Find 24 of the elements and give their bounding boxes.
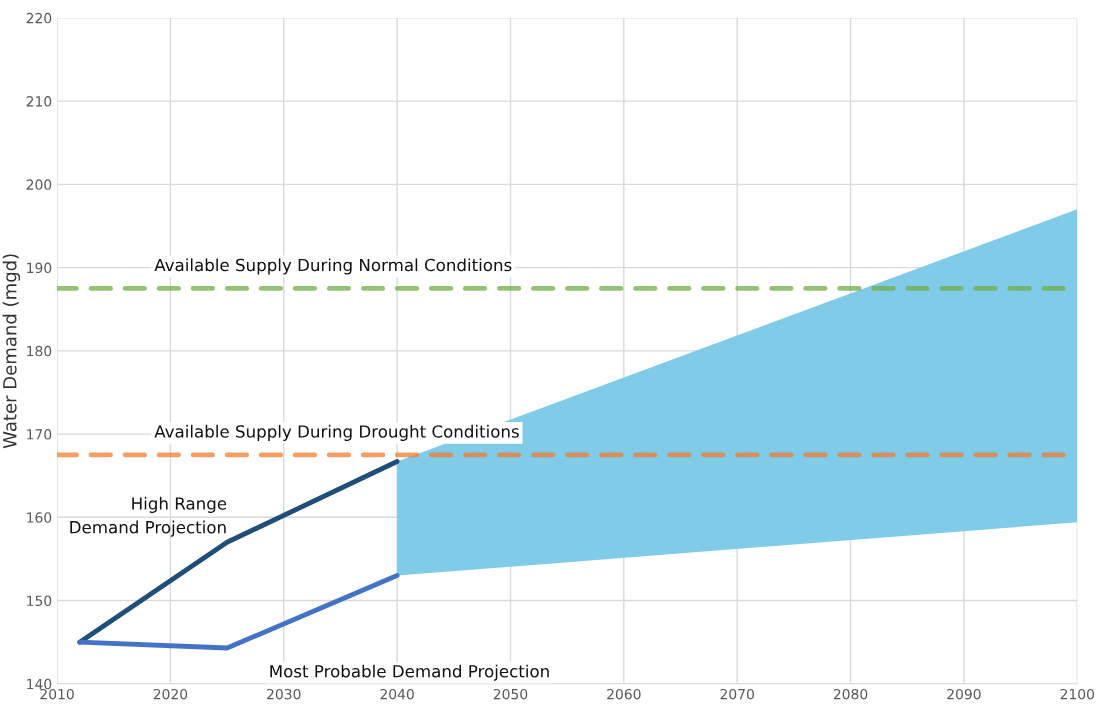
y-tick-label: 140 <box>27 678 52 690</box>
y-tick-label: 180 <box>27 345 52 357</box>
x-tick-label: 2020 <box>153 688 188 700</box>
ref-line-label: Available Supply During Drought Conditions <box>154 424 519 441</box>
x-tick-label: 2090 <box>947 688 981 700</box>
x-tick-label: 2050 <box>493 688 528 700</box>
y-tick-label: 160 <box>27 512 52 523</box>
y-tick-label: 200 <box>26 179 52 190</box>
x-tick-label: 2030 <box>267 688 301 700</box>
y-tick-label: 220 <box>26 12 52 24</box>
series-label: Most Probable Demand Projection <box>270 664 549 681</box>
y-tick-label: 170 <box>27 429 52 440</box>
x-tick-label: 2100 <box>1060 688 1094 700</box>
x-tick-label: 2040 <box>380 688 414 700</box>
series-label: High Range Demand Projection <box>70 496 227 537</box>
y-axis-title: Water Demand (mgd) <box>2 254 21 449</box>
y-tick-label: 150 <box>27 595 52 607</box>
y-tick-label: 190 <box>27 262 52 274</box>
x-tick-label: 2010 <box>40 688 74 700</box>
x-tick-label: 2080 <box>833 688 868 700</box>
y-tick-label: 210 <box>26 96 52 107</box>
x-tick-label: 2060 <box>607 688 641 700</box>
ref-line-label: Available Supply During Normal Conditions <box>154 258 512 275</box>
x-tick-label: 2070 <box>720 688 754 700</box>
